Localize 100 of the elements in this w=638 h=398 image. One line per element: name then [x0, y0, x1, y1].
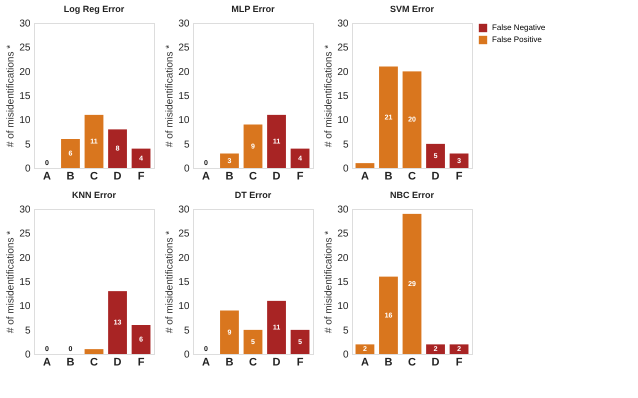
x-tick-label: D: [114, 356, 122, 368]
y-axis-title: # of misidentifications *: [323, 230, 334, 334]
bar: [61, 139, 80, 168]
y-tick-label: 25: [19, 228, 31, 240]
y-tick-label: 20: [19, 66, 31, 78]
y-tick-label: 5: [342, 139, 349, 150]
y-tick-label: 30: [178, 204, 190, 216]
y-tick-label: 0: [184, 164, 190, 174]
bar: [108, 129, 127, 168]
y-tick-label: 5: [24, 139, 31, 150]
chart-title: MLP Error: [231, 4, 276, 14]
bar: [450, 344, 468, 354]
x-tick-label: A: [202, 356, 210, 368]
y-axis-title: # of misidentifications *: [5, 230, 16, 334]
x-tick-label: C: [90, 170, 98, 182]
x-tick-label: A: [360, 170, 369, 182]
x-tick-label: B: [66, 356, 74, 368]
y-tick-label: 10: [19, 115, 31, 126]
y-tick-label: 5: [24, 325, 31, 336]
y-tick-label: 10: [178, 115, 190, 126]
y-tick-label: 5: [342, 325, 349, 336]
x-tick-label: C: [408, 356, 416, 368]
y-tick-label: 30: [19, 204, 31, 216]
y-tick-label: 25: [337, 42, 349, 54]
y-tick-label: 0: [342, 164, 349, 174]
x-tick-label: A: [42, 356, 51, 368]
y-tick-label: 15: [337, 277, 349, 288]
bar: [356, 344, 374, 354]
x-tick-label: A: [42, 170, 51, 182]
bar: [450, 154, 468, 168]
y-tick-label: 20: [178, 252, 190, 264]
bar: [267, 114, 286, 168]
y-axis-title: # of misidentifications *: [5, 44, 16, 148]
y-tick-label: 10: [337, 301, 349, 312]
bar: [84, 114, 104, 168]
x-tick-label: B: [66, 170, 74, 182]
bar: [132, 325, 150, 354]
x-tick-label: C: [90, 356, 98, 368]
y-tick-label: 15: [19, 277, 31, 288]
bar: [402, 71, 422, 168]
y-tick-label: 10: [337, 115, 349, 126]
chart-title: KNN Error: [72, 190, 116, 200]
y-tick-label: 15: [337, 91, 349, 102]
y-tick-label: 25: [178, 42, 190, 54]
bar: [379, 66, 398, 168]
x-tick-label: F: [296, 356, 304, 368]
y-tick-label: 25: [337, 228, 349, 240]
y-tick-label: 5: [184, 325, 190, 336]
x-tick-label: B: [225, 170, 234, 182]
bar: [220, 154, 239, 168]
y-tick-label: 25: [19, 42, 31, 54]
y-tick-label: 10: [19, 301, 31, 312]
y-tick-label: 30: [178, 18, 190, 30]
x-tick-label: F: [138, 170, 145, 182]
y-tick-label: 15: [178, 277, 190, 288]
y-tick-label: 15: [178, 91, 190, 102]
x-tick-label: F: [456, 170, 463, 182]
chart-title: Log Reg Error: [64, 4, 125, 14]
y-tick-label: 30: [337, 18, 349, 30]
x-tick-label: A: [202, 170, 210, 182]
y-tick-label: 30: [337, 204, 349, 216]
chart-title: DT Error: [234, 190, 272, 200]
y-tick-label: 25: [178, 228, 190, 240]
y-tick-label: 5: [184, 139, 190, 150]
x-tick-label: D: [272, 356, 281, 368]
y-tick-label: 10: [178, 301, 190, 312]
x-tick-label: D: [272, 170, 281, 182]
bar: [244, 124, 262, 168]
x-tick-label: F: [456, 356, 463, 368]
bar: [426, 144, 445, 168]
y-tick-label: 15: [19, 91, 31, 102]
y-tick-label: 0: [24, 350, 31, 360]
x-tick-label: C: [249, 356, 258, 368]
x-tick-label: F: [138, 356, 145, 368]
bar: [108, 291, 127, 354]
x-tick-label: C: [249, 170, 258, 182]
chart-title: SVM Error: [390, 4, 434, 14]
y-tick-label: 0: [184, 350, 190, 360]
legend-label: False Negative: [492, 23, 546, 32]
bar: [220, 310, 239, 354]
x-tick-label: A: [360, 356, 369, 368]
x-tick-label: B: [384, 170, 392, 182]
legend-label: False Positive: [492, 35, 542, 44]
bar: [267, 300, 286, 354]
y-axis-title: # of misidentifications *: [164, 230, 176, 334]
y-tick-label: 0: [24, 164, 31, 174]
y-tick-label: 20: [178, 66, 190, 78]
x-tick-label: B: [225, 356, 234, 368]
x-tick-label: B: [384, 356, 392, 368]
x-tick-label: D: [432, 170, 440, 182]
bar: [290, 330, 310, 354]
y-tick-label: 20: [337, 252, 349, 264]
bar: [132, 148, 150, 168]
bar: [426, 344, 445, 354]
bar: [84, 349, 104, 354]
y-axis-title: # of misidentifications *: [164, 44, 176, 148]
x-tick-label: D: [114, 170, 122, 182]
y-tick-label: 20: [19, 252, 31, 264]
x-tick-label: C: [408, 170, 416, 182]
y-tick-label: 30: [19, 18, 31, 30]
